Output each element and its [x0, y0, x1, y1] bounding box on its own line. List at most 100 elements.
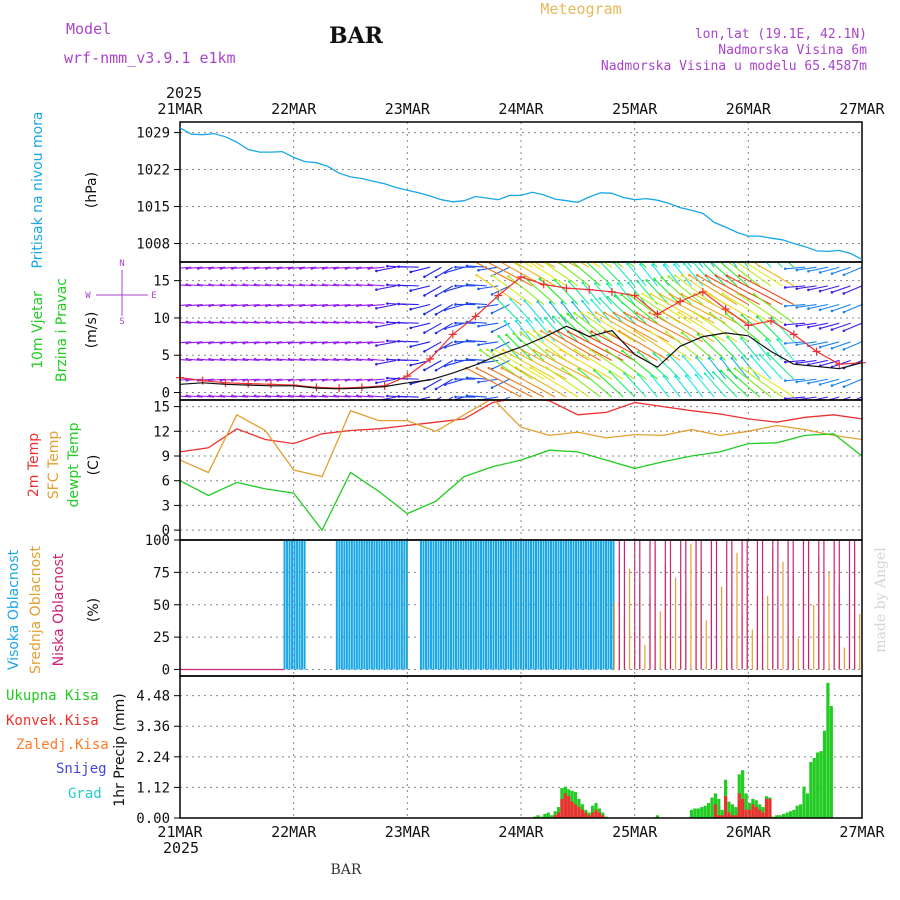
precip-ytick-label: 4.48 [136, 689, 170, 705]
wind-arrow-head [818, 271, 822, 274]
wind-arrow [180, 341, 192, 344]
wind-arrow-head [375, 306, 378, 310]
wind-arrow [741, 367, 783, 398]
wind-arrow [398, 359, 419, 362]
wind-arrow-head [795, 380, 799, 384]
wind-arrow [785, 285, 806, 288]
precip-ytick-label: 2.24 [136, 750, 170, 766]
compass-icon: N W E S [85, 259, 156, 327]
wind-arrow-head [409, 345, 413, 348]
wind-arrow [345, 284, 362, 287]
wind-arrow-head [454, 284, 457, 288]
wind-arrow [697, 274, 749, 305]
wind-arrow [524, 300, 545, 324]
wind-arrow-head [842, 292, 846, 295]
wind-arrow [478, 341, 499, 346]
precip-bar-total [591, 805, 595, 818]
wind-arrow-head [242, 357, 245, 361]
wind-arrow [662, 262, 670, 268]
wind-arrow-head [344, 341, 348, 345]
wind-arrow [530, 367, 579, 398]
wind-arrow [345, 266, 362, 270]
x-tick-label-bottom: 27MAR [839, 823, 885, 841]
wind-arrow-head [783, 286, 787, 289]
wind-arrow [254, 378, 271, 381]
wind-arrow-head [344, 320, 348, 324]
precip-bar-total [829, 706, 833, 818]
meteogram-title: Meteogram [540, 0, 621, 18]
wind-arrow-head [287, 320, 291, 324]
wind-arrow-head [185, 320, 189, 324]
wind-arrow [613, 262, 636, 287]
wind-arrow [198, 321, 215, 324]
wind-arrow-head [641, 292, 644, 296]
wind-arrow-head [196, 304, 200, 308]
wind-arrow-head [490, 330, 494, 333]
wind-arrow [357, 341, 374, 344]
wind-arrow [726, 275, 783, 306]
compass-s: S [119, 317, 124, 327]
wind-arrow-head [265, 357, 268, 361]
wind-arrow [376, 359, 397, 365]
wind-arrow [466, 339, 487, 343]
wind-arrow-head [299, 379, 302, 382]
wind-gust-marker [426, 354, 435, 363]
wind-arrow [585, 262, 613, 287]
wind-arrow-head [253, 357, 257, 361]
precip-bar-total [553, 811, 557, 818]
wind-arrow [266, 378, 283, 381]
wind-arrow-head [355, 283, 359, 286]
wind-arrow [254, 321, 271, 324]
wind-arrow [232, 395, 249, 398]
wind-arrow [712, 335, 738, 361]
wind-arrow-head [355, 304, 359, 308]
wind-arrow-head [507, 274, 510, 278]
wind-arrow [277, 284, 294, 287]
wind-arrow-head [423, 294, 426, 297]
x-tick-label-bottom: 22MAR [271, 823, 317, 841]
wind-arrow-head [726, 335, 729, 339]
wind-arrow [266, 321, 283, 324]
precip-bar-total [785, 812, 789, 818]
wind-arrow [590, 349, 635, 380]
precip-bar-conv [563, 793, 567, 818]
wind-arrow [719, 262, 749, 287]
cloud-axis-title-3: Niska Oblacnost [51, 553, 67, 666]
wind-arrow [567, 313, 601, 343]
wind-arrow [277, 266, 294, 270]
wind-arrow-head [783, 342, 787, 345]
wind-arrow-head [386, 302, 389, 305]
wind-arrow-head [795, 306, 799, 309]
wind-arrow-head [375, 344, 378, 347]
wind-arrow-head [674, 375, 677, 378]
wind-arrow-head [737, 274, 741, 277]
wind-arrow-head [265, 304, 268, 308]
wind-arrow [732, 262, 738, 268]
wind-arrow [345, 303, 362, 307]
wind-gust-marker [357, 383, 366, 392]
wind-arrow-head [758, 353, 762, 357]
wind-arrow [649, 312, 704, 343]
wind-arrow [560, 349, 613, 380]
wind-arrow-head [423, 350, 426, 353]
wind-arrow [311, 358, 328, 362]
precip-bar-total [550, 815, 554, 818]
wind-arrow-head [636, 280, 640, 284]
wind-arrow [663, 312, 715, 343]
wind-arrow [377, 396, 397, 400]
precip-legend-snow: Snijeg [56, 761, 107, 777]
wind-arrow [434, 396, 442, 400]
wind-arrow [254, 266, 271, 270]
wind-arrow [424, 359, 442, 371]
wind-gust-marker [812, 347, 821, 356]
wind-arrow [734, 368, 772, 398]
wind-arrow [741, 314, 772, 343]
wind-arrow [560, 314, 590, 343]
wind-arrow [542, 262, 579, 287]
wind-arrow-head [287, 304, 291, 308]
precip-bar-conv [553, 815, 557, 818]
precip-bar-total [693, 808, 697, 818]
wind-arrow-head [479, 348, 482, 352]
wind-gust-marker [448, 330, 457, 339]
wind-arrow [594, 369, 624, 398]
